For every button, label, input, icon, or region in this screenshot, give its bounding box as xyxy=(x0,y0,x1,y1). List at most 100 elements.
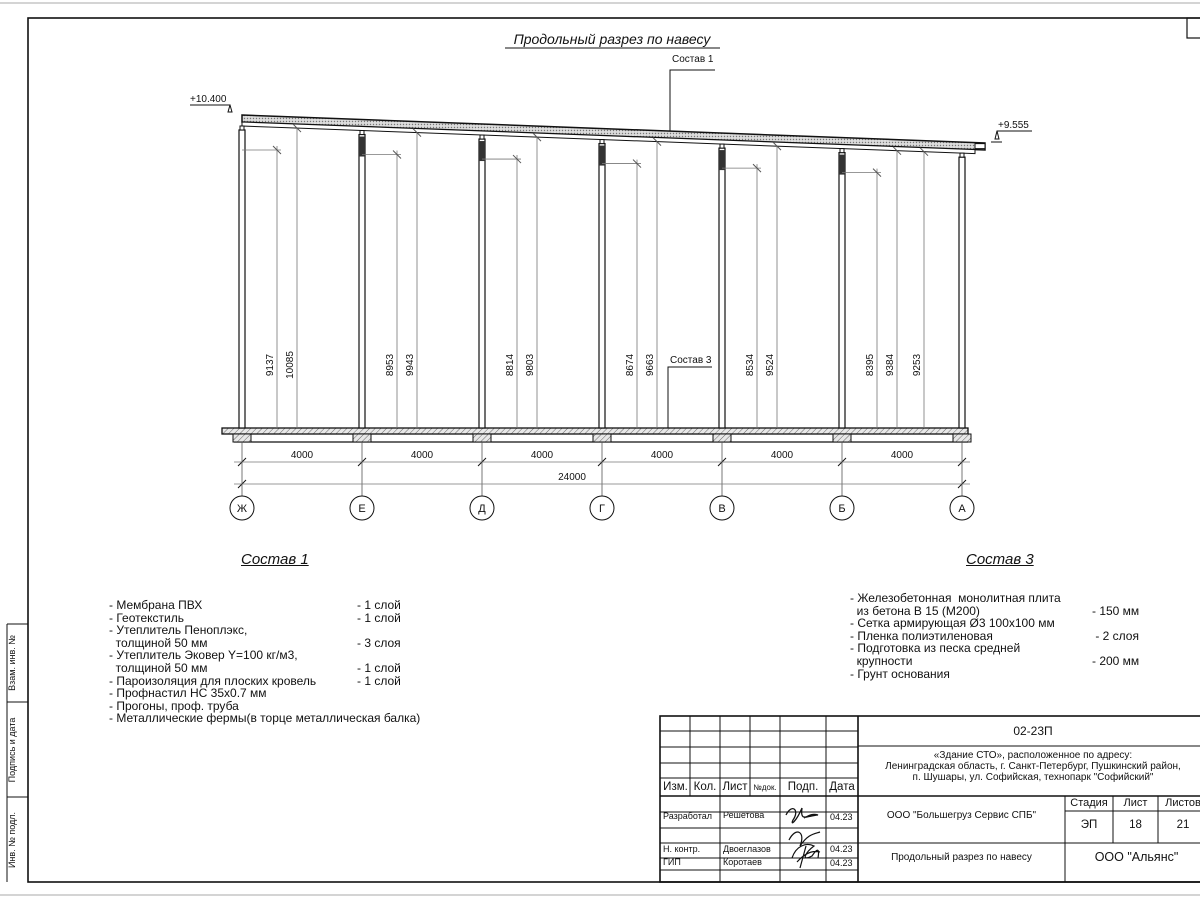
dim-tick xyxy=(919,147,929,157)
sostav3-item: - Грунт основания xyxy=(850,666,950,681)
sostav1-item: - Утеплитель Пеноплэкс, толщиной 50 мм xyxy=(109,623,248,650)
grid-axis-label: Ж xyxy=(237,503,247,515)
dim-bay: 4000 xyxy=(291,450,314,461)
tb-company: ООО "Альянс" xyxy=(1094,850,1179,864)
tb-code: 02-23П xyxy=(1013,724,1053,738)
sostav3-item: - Железобетонная монолитная плита из бет… xyxy=(850,591,1061,618)
margin-inv-orig: Инв. № подл. xyxy=(7,812,17,868)
sostav1-qty: - 1 слой xyxy=(357,673,401,688)
column xyxy=(958,156,966,429)
column-cap xyxy=(479,134,485,140)
foundation-pad xyxy=(232,433,252,443)
dim-height-short: 8953 xyxy=(385,353,396,376)
tb-h-ndok: №док. xyxy=(753,783,777,792)
grid-axis-label: В xyxy=(718,503,725,515)
column-connection xyxy=(839,154,845,175)
grid-axis-label: Е xyxy=(358,503,365,515)
column-cap xyxy=(599,139,605,145)
grid-axis-bubble xyxy=(949,495,975,521)
tb-role-1: Н. контр. xyxy=(663,844,701,854)
tb-role-2: ГИП xyxy=(663,857,681,867)
elevation-left: +10.400 xyxy=(190,94,227,105)
elevation-right: +9.555 xyxy=(998,120,1029,131)
tb-name-2: Коротаев xyxy=(723,857,762,867)
column-cap xyxy=(719,143,725,149)
tb-stage-label: Стадия xyxy=(1070,797,1108,809)
dim-tick xyxy=(292,123,302,133)
dim-height-tall: 9943 xyxy=(405,353,416,376)
foundation-pad xyxy=(952,433,972,443)
dim-height-short: 8814 xyxy=(505,353,516,376)
tb-date-2: 04.23 xyxy=(830,858,853,868)
dim-height-tall: 9524 xyxy=(765,353,776,376)
dim-tick xyxy=(752,163,762,173)
foundation-pad xyxy=(352,433,372,443)
column-connection xyxy=(359,136,365,157)
dim-height-short: 9137 xyxy=(265,353,276,376)
tb-object: «Здание СТО», расположенное по адресу: Л… xyxy=(885,750,1181,783)
sostav3-qty: - 200 мм xyxy=(1092,654,1140,668)
tb-name-0: Решетова xyxy=(723,810,765,820)
tb-stage: ЭП xyxy=(1080,819,1098,831)
grid-axis-label: Д xyxy=(478,503,486,515)
dim-overall: 24000 xyxy=(558,472,586,483)
sostav1-heading: Состав 1 xyxy=(241,551,309,568)
tb-sheet-title: Продольный разрез по навесу xyxy=(891,852,1032,863)
dim-bay: 4000 xyxy=(891,450,914,461)
dim-tick xyxy=(272,145,282,155)
dim-height-short: 8534 xyxy=(745,353,756,376)
floor-slab xyxy=(221,427,969,435)
foundation-pad xyxy=(832,433,852,443)
margin-replace-inv: Взам. инв. № xyxy=(7,635,17,691)
dim-height-tall: 9663 xyxy=(645,353,656,376)
grid-axis-label: А xyxy=(958,503,966,515)
tb-name-1: Двоеглазов xyxy=(723,844,771,854)
tb-h-izm: Изм. xyxy=(663,781,688,793)
sostav1-item: - Профнастил НС 35х0.7 мм xyxy=(109,686,267,701)
grid-axis-bubble xyxy=(349,495,375,521)
dim-tick xyxy=(392,150,402,159)
sostav1-item: - Пароизоляция для плоских кровель xyxy=(109,673,317,688)
callout-floor-leader xyxy=(667,366,712,434)
grid-axis-bubble xyxy=(709,495,735,521)
callout-floor: Состав 3 xyxy=(670,355,712,366)
sostav3-item: - Сетка армирующая Ø3 100х100 мм xyxy=(850,616,1055,631)
sostav1-item: - Мембрана ПВХ xyxy=(109,598,203,612)
dim-tick xyxy=(532,132,542,142)
column xyxy=(838,152,846,429)
grid-axis-label: Б xyxy=(838,503,845,515)
grid-axis-bubble xyxy=(829,495,855,521)
sostav1-qty: - 3 слоя xyxy=(357,635,401,650)
sostav1-qty: - 1 слой xyxy=(357,661,401,675)
callout-roof: Состав 1 xyxy=(672,54,714,65)
margin-stamp xyxy=(6,623,28,882)
sostav1-item: - Прогоны, проф. труба xyxy=(109,698,239,713)
tb-sheets: 21 xyxy=(1176,819,1190,831)
sostav1-item: - Геотекстиль xyxy=(109,610,184,625)
foundation-pad xyxy=(592,433,612,443)
tb-developer: ООО "Большегруз Сервис СПБ" xyxy=(886,810,1037,821)
frame-corner-box xyxy=(1186,17,1200,39)
callout-roof-leader xyxy=(669,69,715,136)
roof-edge-profile xyxy=(974,143,986,150)
roof-beam xyxy=(241,121,976,155)
tb-h-kol: Кол. xyxy=(693,781,717,793)
dim-height-short: 8395 xyxy=(865,353,876,376)
drawing-frame xyxy=(27,17,1200,883)
foundation-pad xyxy=(712,433,732,443)
tb-sheet: 18 xyxy=(1129,819,1142,831)
dim-height-tall: 9253 xyxy=(912,353,923,376)
column xyxy=(718,147,726,429)
dim-bay: 4000 xyxy=(531,450,554,461)
sostav3-qty: - 2 слоя xyxy=(1092,628,1139,643)
column-cap xyxy=(239,125,245,131)
sostav1-item: - Металлические фермы(в торце металличес… xyxy=(109,711,421,726)
roof-slab xyxy=(241,114,986,151)
sostav1-item: - Утеплитель Эковер Y=100 кг/м3, толщино… xyxy=(109,648,298,675)
margin-sign-date: Подпись и дата xyxy=(7,718,17,783)
column xyxy=(478,138,486,429)
column-cap xyxy=(959,152,965,158)
dim-bay: 4000 xyxy=(771,450,794,461)
column xyxy=(598,142,606,429)
